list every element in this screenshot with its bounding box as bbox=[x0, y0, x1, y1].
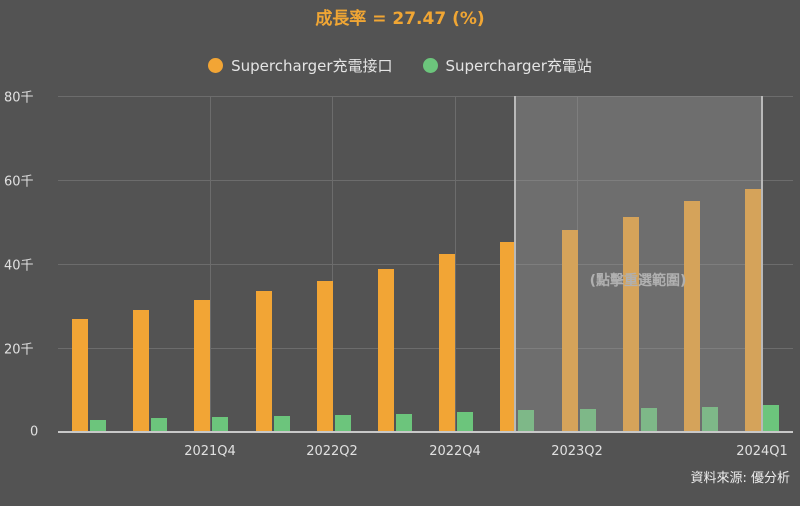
gridline-vertical bbox=[210, 96, 211, 432]
y-tick-0: 0 bbox=[30, 424, 39, 440]
bar-stations[interactable] bbox=[640, 407, 657, 431]
bar-connectors[interactable] bbox=[439, 254, 456, 431]
bar-stations[interactable] bbox=[518, 410, 535, 431]
legend-item-connectors[interactable]: Supercharger充電接口 bbox=[208, 55, 393, 76]
bar-connectors[interactable] bbox=[622, 216, 639, 431]
bar-connectors[interactable] bbox=[745, 189, 762, 431]
bar-stations[interactable] bbox=[396, 413, 412, 431]
bar-stations[interactable] bbox=[334, 415, 351, 431]
bar-stations[interactable] bbox=[273, 415, 290, 431]
plot-area[interactable]: (點擊重選範圍) bbox=[58, 96, 793, 433]
legend-dot-green-icon bbox=[422, 58, 438, 73]
gridline bbox=[58, 180, 793, 181]
x-tick: 2024Q1 bbox=[736, 444, 788, 459]
bar-stations[interactable] bbox=[457, 412, 474, 431]
y-tick-20: 20千 bbox=[4, 342, 34, 358]
gridline-vertical bbox=[455, 96, 456, 432]
reselect-range-hint[interactable]: (點擊重選範圍) bbox=[589, 273, 687, 289]
legend-label: Supercharger充電接口 bbox=[231, 57, 393, 75]
x-tick: 2023Q2 bbox=[551, 444, 603, 459]
bar-connectors[interactable] bbox=[133, 310, 150, 431]
data-source: 資料來源: 優分析 bbox=[690, 471, 790, 486]
gridline bbox=[58, 348, 793, 349]
legend-item-stations[interactable]: Supercharger充電站 bbox=[422, 55, 592, 76]
bar-stations[interactable] bbox=[763, 404, 780, 431]
y-tick-60: 60千 bbox=[4, 174, 34, 190]
bar-stations[interactable] bbox=[151, 417, 168, 431]
bar-connectors[interactable] bbox=[378, 268, 394, 431]
bar-stations[interactable] bbox=[212, 417, 229, 431]
bar-connectors[interactable] bbox=[561, 229, 578, 431]
chart-title: 成長率 = 27.47 (%) bbox=[315, 9, 485, 29]
legend-dot-orange-icon bbox=[208, 58, 224, 73]
bar-connectors[interactable] bbox=[500, 242, 517, 431]
bar-stations[interactable] bbox=[90, 420, 106, 431]
bar-connectors[interactable] bbox=[316, 281, 333, 431]
gridline-vertical bbox=[332, 96, 333, 432]
x-axis-line bbox=[58, 431, 793, 433]
y-tick-80: 80千 bbox=[4, 90, 34, 106]
x-tick: 2021Q4 bbox=[184, 444, 236, 459]
bar-connectors[interactable] bbox=[72, 318, 88, 431]
bar-stations[interactable] bbox=[579, 409, 596, 431]
bar-stations[interactable] bbox=[702, 407, 718, 431]
gridline bbox=[58, 264, 793, 265]
legend: Supercharger充電接口 Supercharger充電站 bbox=[0, 55, 800, 76]
x-tick: 2022Q2 bbox=[306, 444, 358, 459]
selection-range[interactable] bbox=[514, 96, 763, 432]
bar-connectors[interactable] bbox=[194, 299, 211, 431]
x-tick: 2022Q4 bbox=[429, 444, 481, 459]
y-tick-40: 40千 bbox=[4, 258, 34, 274]
bar-connectors[interactable] bbox=[684, 200, 700, 431]
bar-connectors[interactable] bbox=[255, 291, 272, 431]
gridline bbox=[58, 96, 793, 97]
legend-label: Supercharger充電站 bbox=[445, 57, 592, 75]
